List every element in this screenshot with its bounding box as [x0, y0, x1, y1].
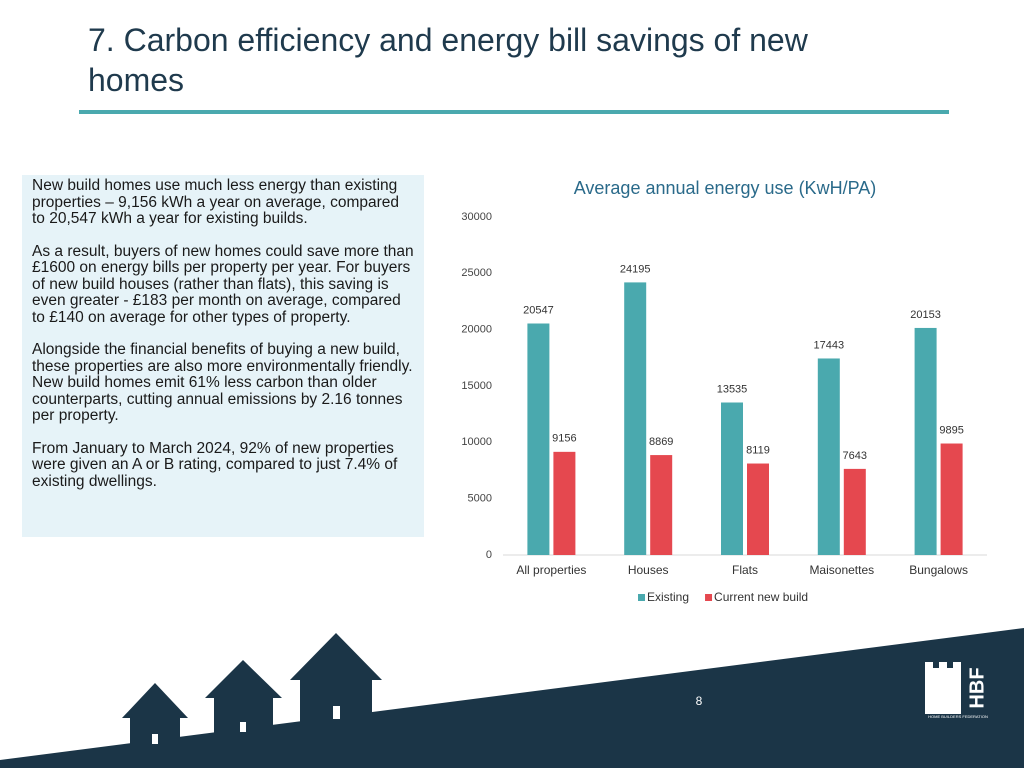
- y-tick-label: 25000: [461, 267, 492, 279]
- y-tick-label: 10000: [461, 436, 492, 448]
- bar: [553, 451, 576, 555]
- x-tick-label: Houses: [628, 563, 669, 577]
- bar: [650, 455, 673, 555]
- window: [152, 734, 158, 744]
- bar: [940, 443, 963, 555]
- legend-swatch: [705, 594, 713, 601]
- window: [333, 706, 340, 719]
- value-label: 20153: [910, 309, 941, 321]
- logo-subtitle: HOME BUILDERS FEDERATION: [928, 714, 988, 719]
- logo: HBF HOME BUILDERS FEDERATION: [925, 662, 988, 719]
- paragraph: Alongside the financial benefits of buyi…: [32, 341, 413, 424]
- title-rule: [79, 110, 949, 114]
- footer-graphic: [0, 628, 1024, 768]
- value-label: 9895: [939, 424, 963, 436]
- value-label: 24195: [620, 263, 651, 275]
- bar: [527, 323, 550, 555]
- x-tick-label: All properties: [516, 563, 586, 577]
- house: [205, 660, 282, 768]
- bar: [747, 463, 769, 555]
- house: [122, 683, 188, 768]
- windows: [152, 706, 340, 744]
- value-label: 20547: [523, 304, 554, 316]
- value-label: 9156: [552, 433, 576, 445]
- window: [240, 722, 246, 732]
- value-label: 8869: [649, 436, 673, 448]
- bar: [624, 282, 647, 555]
- y-tick-label: 5000: [468, 493, 492, 505]
- y-tick-label: 30000: [461, 211, 492, 223]
- y-tick-label: 0: [486, 549, 492, 561]
- chart-title: Average annual energy use (KwH/PA): [574, 178, 877, 198]
- logo-icon: [925, 662, 961, 714]
- paragraph: As a result, buyers of new homes could s…: [32, 242, 414, 326]
- page-number: 8: [696, 694, 703, 708]
- x-tick-label: Flats: [732, 563, 758, 577]
- bar: [721, 402, 743, 555]
- paragraph: From January to March 2024, 92% of new p…: [32, 439, 398, 490]
- bar: [817, 358, 840, 555]
- legend-swatch: [638, 594, 645, 601]
- slide-title: 7. Carbon efficiency and energy bill sav…: [88, 22, 808, 98]
- value-label: 7643: [843, 450, 867, 462]
- text-box: New build homes use much less energy tha…: [22, 175, 424, 537]
- value-label: 8119: [746, 444, 770, 456]
- bar: [843, 468, 866, 555]
- x-tick-label: Bungalows: [909, 563, 968, 577]
- bar: [914, 327, 937, 555]
- legend-label: Current new build: [714, 590, 808, 604]
- paragraph: New build homes use much less energy tha…: [32, 177, 400, 227]
- logo-text: HBF: [966, 667, 988, 708]
- y-tick-label: 20000: [461, 324, 492, 336]
- y-tick-label: 15000: [461, 380, 492, 392]
- value-label: 13535: [717, 383, 748, 395]
- x-tick-label: Maisonettes: [809, 563, 874, 577]
- house: [290, 633, 382, 768]
- value-label: 17443: [814, 339, 845, 351]
- legend-label: Existing: [647, 590, 689, 604]
